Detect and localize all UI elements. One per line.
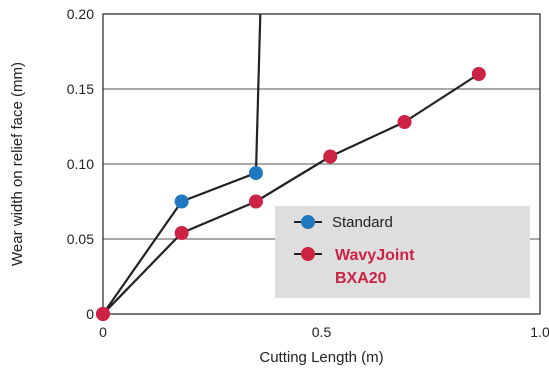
y-tick-label: 0.05	[67, 231, 94, 247]
data-point-standard	[248, 166, 263, 180]
legend-marker-wavyjoint	[301, 247, 315, 261]
data-point-standard	[174, 194, 189, 209]
x-axis-title: Cutting Length (m)	[259, 349, 383, 366]
data-point-standard	[96, 307, 110, 321]
series-line-standard-tail	[254, 13, 262, 174]
legend-label-wavyjoint-line2: BXA20	[335, 270, 387, 287]
legend-marker-standard	[301, 215, 315, 229]
data-point-wavyjoint	[248, 194, 263, 209]
series-line-wavyjoint	[102, 73, 480, 315]
y-tick-label: 0.15	[67, 81, 94, 97]
data-point-wavyjoint	[323, 149, 338, 164]
y-tick-label: 0	[86, 306, 94, 322]
legend: Standard WavyJoint BXA20	[275, 206, 530, 298]
y-tick-label: 0.10	[67, 156, 94, 172]
series-layer	[96, 13, 486, 321]
tick-labels: 0 0.05 0.10 0.15 0.20 0 0.5 1.0	[67, 6, 549, 340]
x-tick-label: 1.0	[530, 324, 549, 340]
legend-label-standard: Standard	[332, 214, 393, 231]
data-point-wavyjoint	[174, 226, 189, 240]
legend-label-wavyjoint-line1: WavyJoint	[335, 247, 415, 264]
series-line-standard	[102, 171, 257, 315]
plot-frame	[102, 13, 541, 315]
x-tick-label: 0	[99, 324, 107, 340]
data-point-wavyjoint	[471, 67, 486, 81]
data-point-wavyjoint	[397, 115, 412, 129]
y-axis-title: Wear width on relief face (mm)	[9, 62, 26, 266]
x-tick-label: 0.5	[312, 324, 332, 340]
y-tick-label: 0.20	[67, 6, 94, 22]
